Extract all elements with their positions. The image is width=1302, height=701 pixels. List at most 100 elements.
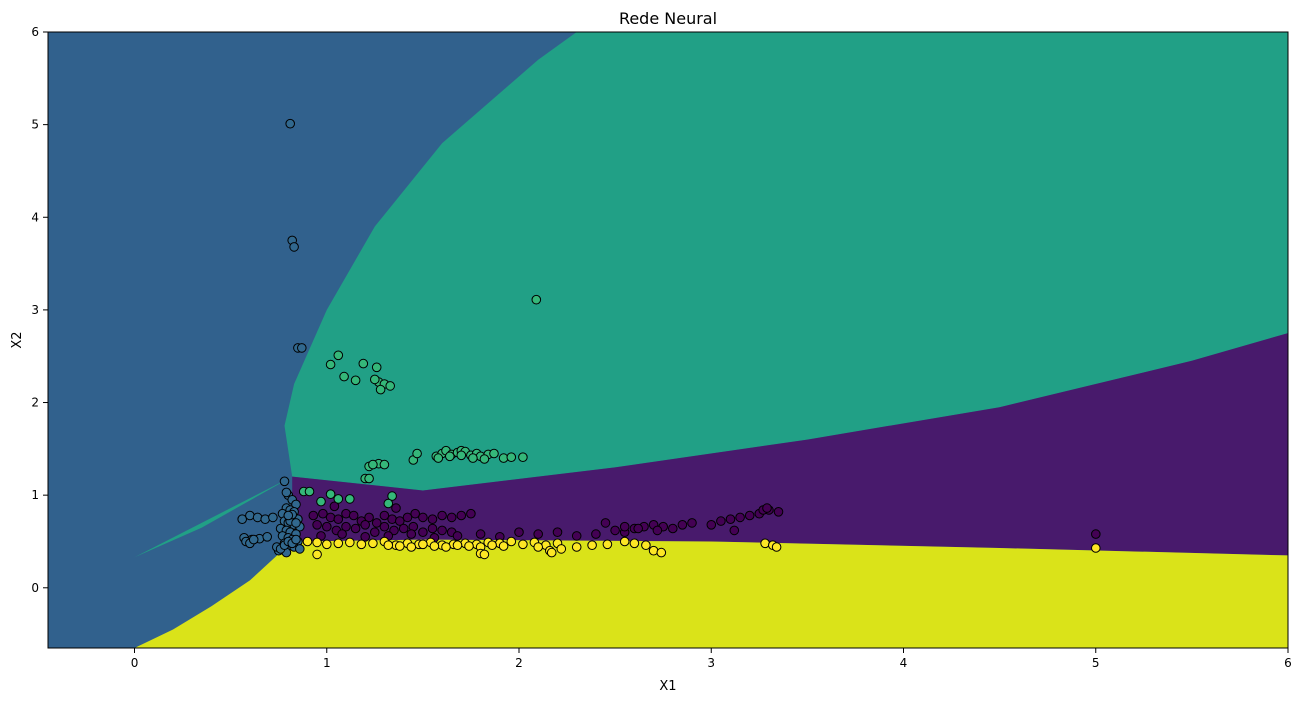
point-class-0 <box>427 523 438 534</box>
point-class-3 <box>771 542 782 552</box>
point-class-2 <box>433 453 444 463</box>
point-class-3 <box>395 541 405 551</box>
x-tick-label: 1 <box>323 656 331 670</box>
point-class-0 <box>610 525 620 536</box>
point-class-0 <box>552 527 563 538</box>
point-class-2 <box>531 294 542 305</box>
region-class-3 <box>134 539 1288 648</box>
point-class-1 <box>297 343 307 353</box>
point-class-0 <box>633 523 644 534</box>
point-class-2 <box>412 448 422 459</box>
point-class-1 <box>291 518 301 528</box>
point-class-3 <box>518 539 528 550</box>
point-class-2 <box>383 498 394 509</box>
point-class-0 <box>312 520 322 530</box>
point-class-3 <box>648 545 659 556</box>
point-class-1 <box>283 510 294 521</box>
point-class-0 <box>329 501 340 512</box>
point-class-2 <box>304 486 315 497</box>
x-tick-label: 4 <box>900 656 908 670</box>
point-class-3 <box>656 547 667 558</box>
point-class-3 <box>464 541 474 551</box>
y-tick-label: 3 <box>31 303 39 317</box>
x-axis-label: X1 <box>659 679 676 694</box>
point-class-0 <box>716 516 726 526</box>
point-class-0 <box>591 529 601 539</box>
point-class-2 <box>379 459 390 470</box>
point-class-3 <box>418 539 428 550</box>
point-class-0 <box>348 510 359 521</box>
y-tick-label: 4 <box>31 210 39 224</box>
region-class-0 <box>292 333 1288 556</box>
point-class-0 <box>308 510 319 521</box>
point-class-0 <box>706 520 717 530</box>
chart-title: Rede Neural <box>619 9 717 28</box>
point-class-0 <box>466 508 476 519</box>
point-class-0 <box>360 532 371 542</box>
point-class-0 <box>418 527 428 538</box>
point-class-3 <box>406 542 417 552</box>
point-class-2 <box>489 448 499 459</box>
point-class-1 <box>279 476 290 487</box>
point-class-2 <box>345 494 355 504</box>
plot-area <box>48 32 1288 648</box>
point-class-0 <box>350 523 361 534</box>
point-class-0 <box>341 521 351 532</box>
point-class-0 <box>446 512 457 523</box>
point-class-0 <box>437 510 447 521</box>
point-class-0 <box>762 503 772 513</box>
y-axis-label: X2 <box>10 331 25 348</box>
point-class-2 <box>479 454 490 464</box>
point-class-0 <box>379 521 390 532</box>
point-class-0 <box>333 514 344 525</box>
point-class-0 <box>1091 529 1101 539</box>
y-tick-label: 6 <box>31 25 39 39</box>
point-class-3 <box>312 549 322 560</box>
point-class-0 <box>773 507 784 517</box>
point-class-3 <box>487 540 497 551</box>
point-class-3 <box>429 541 440 551</box>
point-class-3 <box>383 540 394 551</box>
point-class-2 <box>333 494 344 504</box>
point-class-0 <box>391 503 401 513</box>
point-class-2 <box>370 374 380 385</box>
point-class-3 <box>333 538 344 549</box>
point-class-2 <box>368 459 378 470</box>
point-class-2 <box>518 452 528 463</box>
point-class-2 <box>506 452 517 463</box>
point-class-0 <box>729 525 740 536</box>
point-class-3 <box>322 539 332 550</box>
point-class-1 <box>291 534 301 545</box>
point-class-3 <box>760 538 770 549</box>
point-class-3 <box>629 538 640 549</box>
point-class-0 <box>371 518 382 528</box>
point-class-1 <box>248 534 259 545</box>
point-class-0 <box>402 512 413 523</box>
point-class-1 <box>268 512 278 523</box>
y-tick-label: 1 <box>31 488 39 502</box>
point-class-0 <box>514 527 524 538</box>
point-class-0 <box>318 508 328 519</box>
point-class-1 <box>260 514 271 525</box>
point-class-0 <box>571 531 582 541</box>
point-class-0 <box>677 520 688 530</box>
point-class-0 <box>668 523 678 534</box>
point-class-0 <box>322 521 332 532</box>
point-class-0 <box>398 523 409 534</box>
point-class-0 <box>337 529 347 539</box>
y-axis-ticks: 0 1 2 3 4 5 6 <box>31 25 48 595</box>
point-class-0 <box>600 518 611 528</box>
x-tick-label: 3 <box>707 656 715 670</box>
point-class-3 <box>368 538 378 549</box>
point-class-0 <box>387 514 397 525</box>
point-class-3 <box>619 536 630 547</box>
point-class-2 <box>333 350 344 361</box>
y-tick-label: 0 <box>31 581 39 595</box>
point-class-0 <box>325 512 336 523</box>
point-class-0 <box>370 527 380 538</box>
point-class-2 <box>316 496 326 507</box>
point-class-3 <box>312 537 322 548</box>
point-class-0 <box>379 510 390 521</box>
region-class-2 <box>134 32 1288 558</box>
